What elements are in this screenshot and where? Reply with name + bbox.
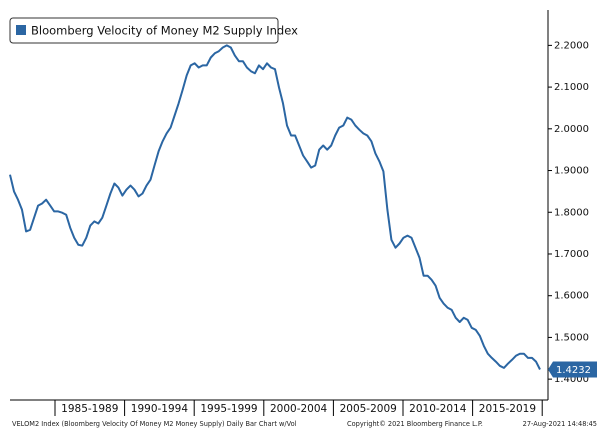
last-value-box (548, 361, 597, 378)
footer-left: VELOM2 Index (Bloomberg Velocity Of Mone… (12, 420, 297, 428)
last-value-label: 1.4232 (556, 365, 591, 376)
legend-box (9, 17, 279, 44)
legend-label: Bloomberg Velocity of Money M2 Supply In… (31, 24, 298, 38)
legend-swatch (16, 25, 26, 35)
x-tick-label: 1990-1994 (131, 403, 189, 415)
y-tick-label: 2.0000 (554, 124, 589, 135)
x-tick-label: 2000-2004 (270, 403, 328, 415)
y-tick-label: 1.7000 (554, 249, 589, 260)
legend: Bloomberg Velocity of Money M2 Supply In… (9, 17, 298, 44)
y-tick-label: 1.6000 (554, 291, 589, 302)
footer-center: Copyright© 2021 Bloomberg Finance L.P. (347, 420, 483, 428)
y-tick-label: 2.2000 (554, 40, 589, 51)
y-tick-label: 1.9000 (554, 166, 589, 177)
line (9, 44, 541, 370)
y-tick-label: 1.4000 (554, 374, 589, 385)
x-tick-label: 2010-2014 (409, 403, 467, 415)
y-tick-label: 2.1000 (554, 82, 589, 93)
x-tick-label: 2015-2019 (479, 403, 536, 415)
x-tick-label: 2005-2009 (340, 403, 397, 415)
y-tick-label: 1.5000 (554, 332, 589, 343)
x-tick-label: 1985-1989 (61, 403, 118, 415)
footer-right: 27-Aug-2021 14:48:45 (523, 420, 597, 428)
x-tick-label: 1995-1999 (200, 403, 257, 415)
y-tick-label: 1.8000 (554, 207, 589, 218)
